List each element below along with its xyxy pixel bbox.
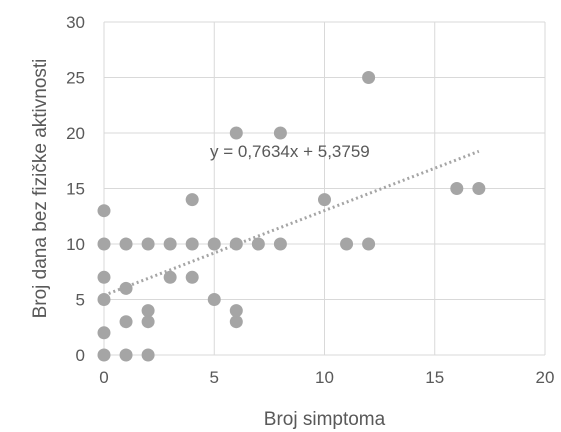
data-point bbox=[97, 293, 111, 306]
data-point bbox=[251, 237, 265, 251]
data-point bbox=[207, 237, 221, 251]
data-point bbox=[207, 293, 221, 306]
data-point bbox=[229, 126, 243, 140]
data-point bbox=[97, 237, 111, 251]
data-point bbox=[273, 237, 287, 251]
data-point bbox=[141, 237, 155, 251]
x-tick-label: 15 bbox=[425, 368, 444, 387]
x-tick-label: 5 bbox=[210, 368, 219, 387]
data-point bbox=[450, 182, 464, 195]
data-point bbox=[273, 126, 287, 140]
trendline-path bbox=[103, 149, 480, 297]
y-tick-label: 20 bbox=[66, 124, 85, 143]
data-point bbox=[141, 315, 155, 329]
data-point bbox=[185, 237, 199, 251]
y-tick-label: 30 bbox=[66, 13, 85, 32]
data-point bbox=[340, 237, 354, 251]
y-tick-label: 25 bbox=[66, 69, 85, 88]
data-point bbox=[362, 237, 376, 251]
data-point bbox=[229, 304, 243, 318]
data-point bbox=[229, 237, 243, 251]
x-tick-label: 20 bbox=[536, 368, 555, 387]
data-point bbox=[97, 348, 111, 362]
data-point bbox=[97, 326, 111, 340]
data-point bbox=[97, 270, 111, 284]
y-tick-label: 10 bbox=[66, 235, 85, 254]
data-point bbox=[318, 193, 331, 207]
data-point bbox=[362, 71, 376, 84]
data-point bbox=[185, 193, 199, 207]
data-point bbox=[119, 237, 133, 251]
data-point bbox=[163, 237, 177, 251]
x-tick-label: 10 bbox=[315, 368, 334, 387]
data-point bbox=[185, 270, 199, 284]
data-points bbox=[97, 71, 486, 362]
data-point bbox=[163, 270, 177, 284]
tick-labels: 0 5 10 15 20 0 5 10 15 20 25 30 bbox=[66, 13, 554, 387]
x-axis-title: Broj simptoma bbox=[264, 409, 386, 430]
data-point bbox=[141, 348, 155, 362]
data-point bbox=[229, 315, 243, 329]
x-tick-label: 0 bbox=[99, 368, 108, 387]
trendline bbox=[103, 149, 480, 297]
data-point bbox=[119, 281, 133, 295]
data-point bbox=[119, 348, 133, 362]
data-point bbox=[97, 204, 111, 218]
data-point bbox=[119, 315, 133, 329]
trendline-equation: y = 0,7634x + 5,3759 bbox=[210, 142, 370, 161]
data-point bbox=[141, 304, 155, 318]
grid-lines bbox=[103, 21, 546, 356]
y-axis-title: Broj dana bez fizičke aktivnosti bbox=[30, 59, 51, 319]
y-tick-label: 0 bbox=[76, 346, 85, 365]
y-tick-label: 5 bbox=[76, 291, 85, 310]
y-tick-label: 15 bbox=[66, 180, 85, 199]
data-point bbox=[472, 182, 486, 195]
